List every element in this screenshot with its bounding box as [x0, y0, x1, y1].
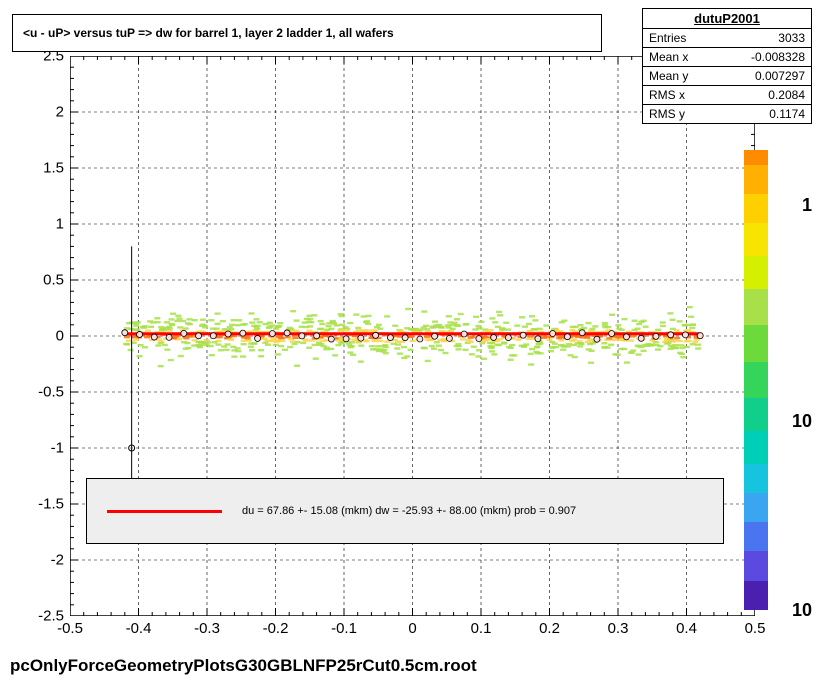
title-text: <u - uP> versus tuP => dw for barrel 1, …	[23, 26, 394, 40]
stats-value: -0.008328	[751, 50, 805, 64]
stats-value: 0.2084	[768, 88, 805, 102]
stats-box: dutuP2001 Entries 3033 Mean x -0.008328 …	[642, 8, 812, 124]
plot-title: <u - uP> versus tuP => dw for barrel 1, …	[12, 14, 602, 52]
stats-row-meanx: Mean x -0.008328	[643, 48, 811, 67]
x-tick-label: -0.3	[194, 620, 220, 637]
stats-label: RMS x	[649, 88, 685, 102]
colorbar-segment	[744, 493, 768, 522]
stats-row-rmsy: RMS y 0.1174	[643, 105, 811, 123]
stats-label: Mean y	[649, 69, 688, 83]
z-tick-label: 10	[792, 600, 812, 621]
stats-label: Mean x	[649, 50, 688, 64]
x-tick-label: -0.4	[126, 620, 152, 637]
x-tick-label: 0.4	[676, 620, 697, 637]
x-tick-label: 0.5	[745, 620, 766, 637]
x-tick-label: -0.2	[263, 620, 289, 637]
colorbar-segment	[744, 581, 768, 610]
colorbar-segment	[744, 431, 768, 464]
y-tick-label: 2	[14, 104, 64, 121]
z-tick-label: 1	[802, 195, 812, 216]
colorbar	[744, 150, 768, 610]
stats-row-rmsx: RMS x 0.2084	[643, 86, 811, 105]
x-tick-label: -0.1	[331, 620, 357, 637]
y-tick-label: -1.5	[14, 496, 64, 513]
colorbar-segment	[744, 464, 768, 493]
y-tick-label: -0.5	[14, 384, 64, 401]
x-tick-label: 0	[408, 620, 416, 637]
x-tick-label: 0.2	[539, 620, 560, 637]
x-tick-label: 0.1	[471, 620, 492, 637]
colorbar-segment	[744, 150, 768, 165]
stats-value: 0.1174	[769, 107, 805, 121]
y-tick-label: 1.5	[14, 160, 64, 177]
y-tick-label: 1	[14, 216, 64, 233]
legend-line-marker	[107, 510, 222, 513]
colorbar-segment	[744, 289, 768, 326]
stats-row-entries: Entries 3033	[643, 29, 811, 48]
stats-title: dutuP2001	[643, 9, 811, 29]
file-label: pcOnlyForceGeometryPlotsG30GBLNFP25rCut0…	[10, 656, 477, 676]
root-canvas: <u - uP> versus tuP => dw for barrel 1, …	[0, 0, 824, 685]
colorbar-segment	[744, 165, 768, 194]
colorbar-segment	[744, 398, 768, 431]
stats-label: Entries	[649, 31, 686, 45]
colorbar-segment	[744, 194, 768, 223]
stats-label: RMS y	[649, 107, 685, 121]
stats-row-meany: Mean y 0.007297	[643, 67, 811, 86]
colorbar-segment	[744, 362, 768, 399]
colorbar-segment	[744, 256, 768, 289]
stats-value: 0.007297	[755, 69, 805, 83]
y-tick-label: 0.5	[14, 272, 64, 289]
y-tick-label: -2.5	[14, 608, 64, 625]
legend-box: du = 67.86 +- 15.08 (mkm) dw = -25.93 +-…	[86, 478, 724, 544]
x-tick-label: 0.3	[608, 620, 629, 637]
stats-value: 3033	[778, 31, 805, 45]
colorbar-segment	[744, 325, 768, 362]
y-tick-label: 0	[14, 328, 64, 345]
legend-text: du = 67.86 +- 15.08 (mkm) dw = -25.93 +-…	[242, 505, 576, 517]
y-tick-label: -1	[14, 440, 64, 457]
y-tick-label: -2	[14, 552, 64, 569]
z-tick-label: 10	[792, 411, 812, 432]
colorbar-segment	[744, 223, 768, 256]
colorbar-segment	[744, 551, 768, 580]
colorbar-segment	[744, 522, 768, 551]
